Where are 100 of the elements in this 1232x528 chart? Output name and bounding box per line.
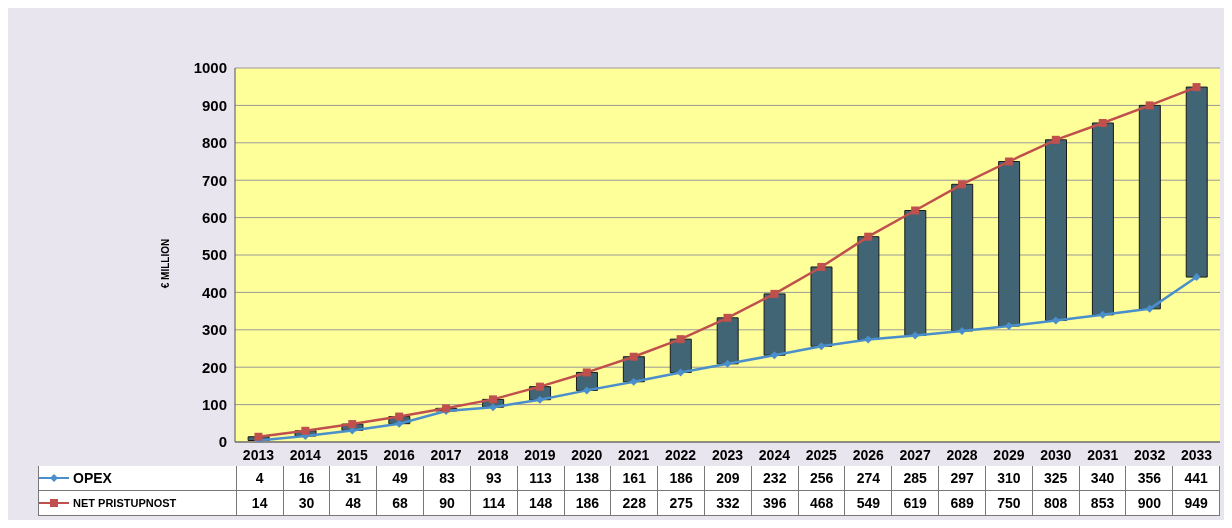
x-tick-label: 2020 — [571, 446, 603, 463]
data-label: 93 — [470, 466, 518, 490]
bar — [1185, 86, 1208, 278]
data-label: 83 — [424, 466, 471, 490]
point — [1192, 83, 1201, 92]
data-label: 441 — [1173, 466, 1221, 490]
y-tick-label: 400 — [201, 283, 227, 301]
data-label: 285 — [892, 466, 940, 490]
x-tick-label: 2017 — [430, 446, 462, 463]
data-label: 340 — [1079, 466, 1127, 490]
point — [723, 313, 732, 322]
data-label: 161 — [611, 466, 659, 490]
bar — [1138, 104, 1161, 310]
y-tick-label: 900 — [201, 96, 227, 114]
point — [911, 206, 920, 215]
x-tick-label: 2033 — [1180, 446, 1213, 463]
point — [1145, 304, 1154, 313]
data-label: 808 — [1032, 491, 1080, 515]
point — [770, 351, 779, 360]
legend-label: NET PRISTUPNOST — [38, 491, 237, 515]
point — [301, 426, 310, 435]
y-axis-title: € MILLION — [159, 237, 171, 291]
x-tick-label: 2022 — [665, 446, 697, 463]
point — [817, 342, 826, 351]
data-label: 30 — [283, 491, 331, 515]
bar — [810, 266, 833, 347]
data-label: 90 — [424, 491, 471, 515]
point — [535, 395, 544, 404]
point — [817, 262, 826, 271]
data-label: 310 — [985, 466, 1033, 490]
data-label: 232 — [751, 466, 799, 490]
bar — [1091, 122, 1114, 316]
point — [395, 419, 404, 428]
y-tick-label: 1000 — [193, 59, 227, 77]
point — [1004, 322, 1013, 331]
x-tick-label: 2030 — [1040, 446, 1072, 463]
data-label: 900 — [1126, 491, 1174, 515]
y-tick-label: 0 — [218, 433, 227, 451]
data-label: 138 — [564, 466, 612, 490]
bar — [951, 183, 974, 332]
point — [911, 331, 920, 340]
y-tick-label: 600 — [201, 208, 227, 226]
data-label: 332 — [705, 491, 752, 515]
x-tick-label: 2013 — [242, 446, 275, 463]
x-tick-label: 2029 — [993, 446, 1025, 463]
data-label: 48 — [330, 491, 378, 515]
x-tick-label: 2025 — [805, 446, 838, 463]
data-label: 549 — [845, 491, 893, 515]
point — [770, 289, 779, 298]
x-tick-label: 2024 — [758, 446, 791, 463]
data-label: 356 — [1126, 466, 1174, 490]
data-label: 396 — [751, 491, 799, 515]
x-tick-label: 2026 — [852, 446, 884, 463]
data-label: 274 — [845, 466, 893, 490]
y-tick-label: 800 — [201, 134, 227, 152]
point — [348, 420, 357, 429]
point — [1051, 316, 1060, 325]
x-tick-label: 2019 — [524, 446, 556, 463]
point — [958, 326, 967, 335]
point — [1098, 118, 1107, 127]
point — [1145, 101, 1154, 110]
point — [629, 377, 638, 386]
bar — [763, 293, 786, 356]
data-label: 186 — [658, 466, 705, 490]
bar — [1045, 139, 1068, 321]
x-tick-label: 2028 — [946, 446, 978, 463]
x-tick-label: 2027 — [899, 446, 931, 463]
data-label: 4 — [236, 466, 284, 490]
point — [723, 359, 732, 368]
point — [582, 368, 591, 377]
data-label: 689 — [939, 491, 986, 515]
x-tick-label: 2023 — [711, 446, 744, 463]
data-label: 49 — [377, 466, 425, 490]
point — [958, 180, 967, 189]
data-label: 16 — [283, 466, 331, 490]
y-tick-label: 700 — [201, 171, 227, 189]
data-label: 14 — [236, 491, 284, 515]
data-label: 297 — [939, 466, 986, 490]
y-tick-label: 200 — [201, 358, 227, 376]
point — [254, 432, 263, 441]
data-label: 186 — [564, 491, 612, 515]
x-tick-label: 2016 — [383, 446, 415, 463]
x-tick-label: 2021 — [618, 446, 650, 463]
data-label: 256 — [798, 466, 846, 490]
bar — [857, 236, 880, 341]
data-label: 949 — [1173, 491, 1221, 515]
data-label: 619 — [892, 491, 940, 515]
y-tick-label: 100 — [201, 395, 227, 413]
point — [676, 335, 685, 344]
point — [864, 335, 873, 344]
point — [1051, 135, 1060, 144]
data-label: 209 — [705, 466, 752, 490]
y-tick-label: 300 — [201, 321, 227, 339]
data-label: 114 — [470, 491, 518, 515]
data-label: 325 — [1032, 466, 1080, 490]
data-label: 468 — [798, 491, 846, 515]
data-label: 228 — [611, 491, 659, 515]
x-tick-label: 2032 — [1134, 446, 1166, 463]
point — [1004, 157, 1013, 166]
data-label: 68 — [377, 491, 425, 515]
